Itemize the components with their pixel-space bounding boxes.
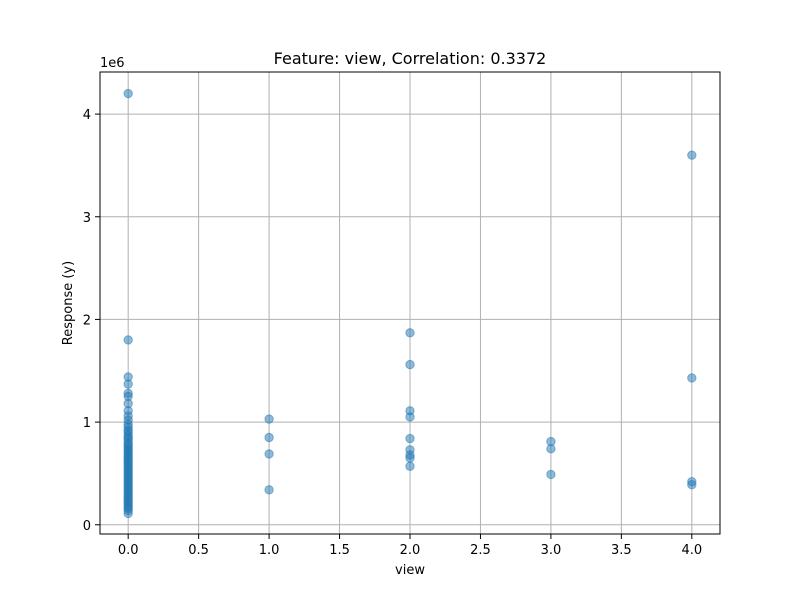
- scatter-point: [123, 379, 133, 389]
- y-tick-label: 4: [83, 108, 91, 123]
- scatter-point: [123, 508, 133, 519]
- scatter-point: [687, 150, 697, 160]
- axis-ticks: 0.0 0.5 1.0 1.5 2.0 2.5 3.0 3.5 4.0 0 1 2 3 4: [83, 108, 702, 558]
- grid: [100, 72, 720, 534]
- scatter-point: [405, 433, 415, 444]
- scatter-point: [405, 328, 415, 338]
- x-tick-label: 2.0: [400, 543, 421, 558]
- scatter-point: [405, 412, 415, 422]
- scatter-point: [546, 444, 556, 454]
- scatter-point: [687, 480, 697, 490]
- x-tick-label: 2.5: [470, 543, 491, 558]
- y-tick-label: 2: [83, 313, 91, 328]
- scatter-point: [687, 373, 697, 383]
- x-tick-label: 0.0: [118, 543, 139, 558]
- scatter-point: [264, 485, 274, 495]
- scatter-point: [264, 414, 274, 424]
- chart-title: Feature: view, Correlation: 0.3372: [274, 49, 547, 68]
- scatter-point: [546, 469, 556, 480]
- scatter-point: [264, 449, 274, 459]
- y-tick-label: 0: [83, 519, 91, 534]
- y-axis-multiplier: 1e6: [100, 56, 125, 71]
- x-axis-label: view: [395, 563, 425, 578]
- scatter-point: [405, 359, 415, 370]
- x-tick-label: 3.5: [611, 543, 632, 558]
- data-points: [123, 88, 697, 519]
- x-tick-label: 3.0: [541, 543, 562, 558]
- scatter-point: [123, 88, 133, 99]
- y-tick-label: 1: [83, 416, 91, 431]
- x-tick-label: 1.5: [329, 543, 350, 558]
- scatter-point: [405, 453, 415, 463]
- y-tick-label: 3: [83, 211, 91, 226]
- scatter-point: [123, 335, 133, 345]
- scatter-point: [405, 461, 415, 471]
- scatter-point: [264, 432, 274, 443]
- y-axis-label: Response (y): [61, 261, 76, 345]
- x-tick-label: 1.0: [259, 543, 280, 558]
- x-tick-label: 4.0: [681, 543, 702, 558]
- x-tick-label: 0.5: [188, 543, 209, 558]
